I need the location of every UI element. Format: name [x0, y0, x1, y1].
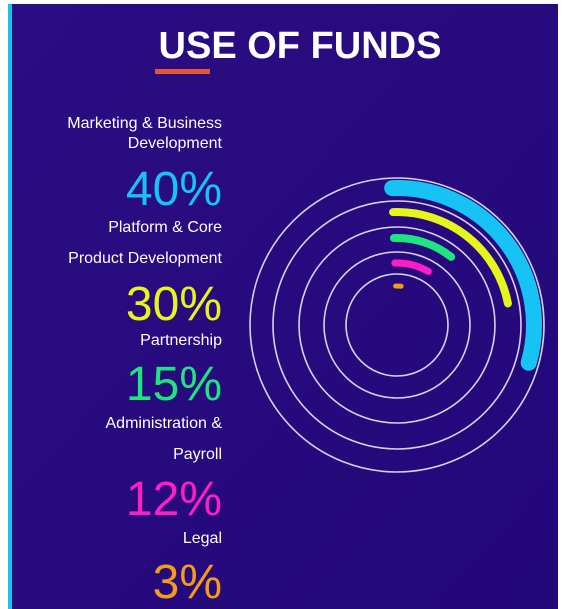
- arc-bar: [391, 259, 432, 276]
- category-label: Product Development: [68, 250, 222, 267]
- category-label: Legal: [183, 530, 222, 547]
- value-label: 12%: [126, 473, 222, 526]
- value-label: 30%: [126, 278, 222, 331]
- category-label: Payroll: [173, 446, 222, 463]
- category-label: Development: [128, 135, 223, 152]
- background: [8, 4, 558, 609]
- category-label: Platform & Core: [108, 219, 222, 236]
- title-underline: [155, 69, 210, 74]
- value-label: 40%: [126, 163, 222, 216]
- category-label: Administration &: [106, 415, 223, 432]
- arc-bar: [389, 208, 512, 308]
- arc-bar: [389, 234, 456, 261]
- category-label: Marketing & Business: [67, 115, 222, 132]
- chart-title: USE OF FUNDS: [159, 25, 442, 67]
- category-label: Partnership: [140, 332, 222, 349]
- rings: [249, 177, 545, 473]
- value-label: 3%: [153, 556, 222, 609]
- arc-bar: [384, 180, 542, 371]
- value-label: 15%: [126, 358, 222, 411]
- side-stripe: [8, 4, 12, 609]
